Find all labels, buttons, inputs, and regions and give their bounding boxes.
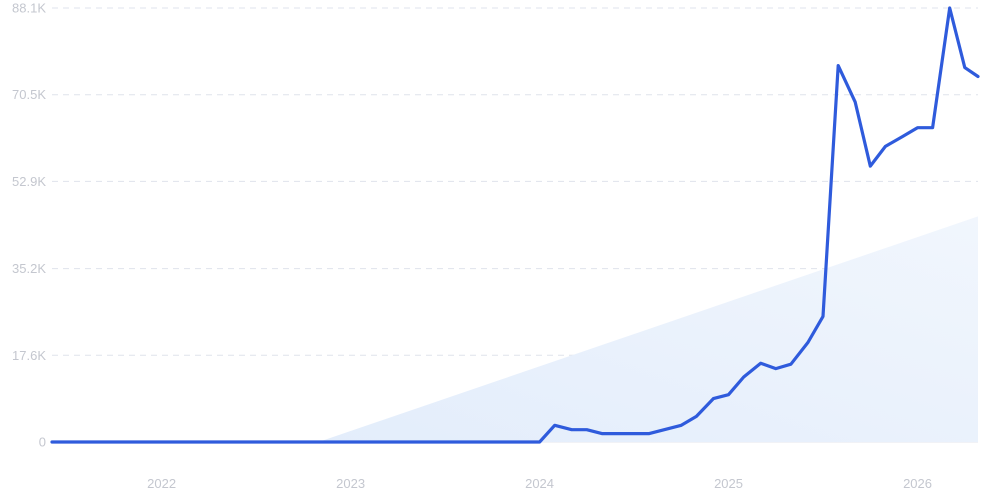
x-tick-label: 2024 — [525, 476, 554, 491]
y-tick-label: 88.1K — [12, 1, 46, 16]
trend-area-fill — [318, 216, 979, 442]
x-tick-label: 2023 — [336, 476, 365, 491]
y-tick-label: 52.9K — [12, 174, 46, 189]
trend-area — [318, 216, 979, 442]
y-tick-label: 35.2K — [12, 261, 46, 276]
series-line-layer — [50, 6, 980, 444]
y-tick-label: 17.6K — [12, 348, 46, 363]
y-axis-labels: 0 17.6K 35.2K 52.9K 70.5K 88.1K — [12, 1, 46, 450]
x-axis-labels: 2022 2023 2024 2025 2026 — [147, 476, 932, 491]
y-tick-label: 0 — [39, 435, 46, 450]
x-tick-label: 2025 — [714, 476, 743, 491]
x-tick-label: 2022 — [147, 476, 176, 491]
x-tick-label: 2026 — [903, 476, 932, 491]
y-tick-label: 70.5K — [12, 87, 46, 102]
series-line — [50, 6, 980, 444]
